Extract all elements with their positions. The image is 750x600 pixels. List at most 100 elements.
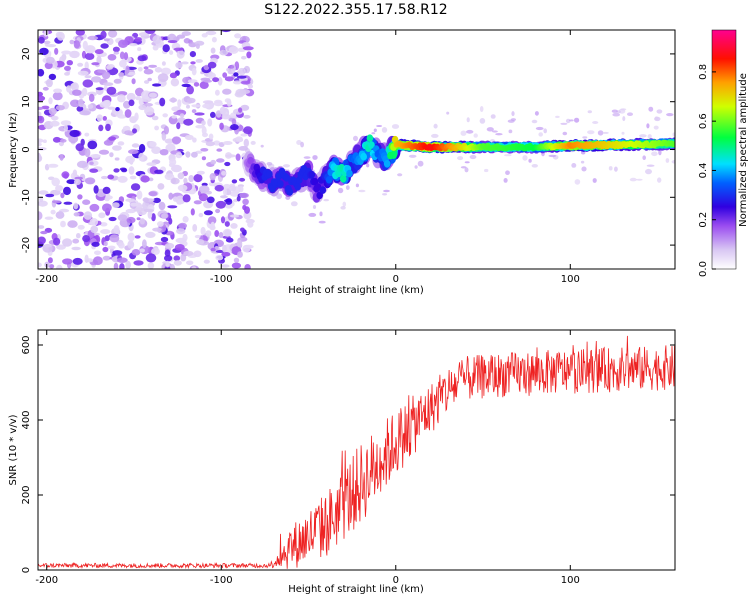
heatmap-noise-cell bbox=[185, 151, 191, 158]
heatmap-noise-cell bbox=[89, 161, 94, 165]
heatmap-noise-cell bbox=[201, 33, 208, 38]
heatmap-noise-cell bbox=[210, 159, 217, 165]
heatmap-noise-cell bbox=[167, 205, 178, 209]
heatmap-noise-cell bbox=[215, 255, 224, 261]
heatmap-noise-cell bbox=[112, 46, 120, 53]
heatmap-noise-cell bbox=[176, 200, 183, 205]
heatmap-noise-cell bbox=[119, 59, 127, 68]
heatmap-noise-cell bbox=[148, 177, 154, 182]
heatmap-noise-cell bbox=[608, 166, 613, 171]
heatmap-noise-cell bbox=[94, 250, 101, 256]
heatmap-noise-cell bbox=[82, 235, 90, 243]
heatmap-noise-cell bbox=[612, 112, 620, 117]
heatmap-noise-cell bbox=[201, 120, 206, 126]
heatmap-noise-cell bbox=[177, 184, 188, 192]
heatmap-noise-cell bbox=[164, 242, 175, 249]
heatmap-noise-cell bbox=[522, 155, 528, 161]
heatmap-noise-cell bbox=[129, 175, 137, 180]
heatmap-noise-cell bbox=[508, 129, 513, 134]
heatmap-noise-cell bbox=[102, 203, 112, 212]
heatmap-noise-cell bbox=[113, 168, 120, 173]
heatmap-noise-cell bbox=[597, 130, 604, 136]
heatmap-noise-cell bbox=[143, 68, 154, 75]
heatmap-noise-cell bbox=[102, 246, 109, 253]
heatmap-noise-cell bbox=[181, 61, 189, 65]
heatmap-noise-cell bbox=[190, 208, 195, 216]
heatmap-noise-cell bbox=[221, 170, 227, 176]
heatmap-noise-cell bbox=[260, 144, 264, 148]
heatmap-noise-cell bbox=[164, 255, 173, 262]
heatmap-noise-cell bbox=[157, 221, 164, 227]
spectrogram-y-tick-label: 0 bbox=[21, 146, 32, 152]
heatmap-noise-cell bbox=[303, 156, 311, 159]
heatmap-noise-cell bbox=[74, 176, 83, 180]
heatmap-noise-cell bbox=[43, 30, 49, 37]
heatmap-noise-cell bbox=[543, 128, 547, 134]
heatmap-noise-cell bbox=[164, 249, 171, 257]
heatmap-noise-cell bbox=[184, 134, 194, 140]
heatmap-noise-cell bbox=[152, 35, 162, 44]
heatmap-noise-cell bbox=[138, 98, 144, 106]
heatmap-noise-cell bbox=[239, 192, 249, 199]
heatmap-noise-cell bbox=[169, 72, 178, 79]
heatmap-noise-cell bbox=[186, 85, 195, 95]
heatmap-noise-cell bbox=[82, 199, 91, 205]
heatmap-noise-cell bbox=[129, 43, 138, 47]
heatmap-noise-cell bbox=[103, 99, 112, 107]
heatmap-noise-cell bbox=[207, 216, 217, 225]
heatmap-noise-cell bbox=[240, 104, 250, 111]
heatmap-noise-cell bbox=[464, 161, 470, 164]
heatmap-noise-cell bbox=[45, 193, 55, 198]
heatmap-noise-cell bbox=[130, 183, 141, 191]
heatmap-noise-cell bbox=[193, 174, 203, 183]
heatmap-noise-cell bbox=[173, 111, 182, 116]
heatmap-noise-cell bbox=[113, 262, 119, 269]
heatmap-noise-cell bbox=[484, 168, 489, 173]
heatmap-noise-cell bbox=[95, 87, 104, 91]
heatmap-noise-cell bbox=[39, 47, 49, 56]
heatmap-noise-cell bbox=[200, 148, 209, 152]
heatmap-noise-cell bbox=[51, 200, 62, 204]
heatmap-noise-cell bbox=[169, 264, 176, 269]
heatmap-noise-cell bbox=[242, 244, 251, 253]
snr-y-tick-label: 600 bbox=[21, 335, 32, 354]
heatmap-noise-cell bbox=[397, 173, 403, 177]
heatmap-noise-cell bbox=[296, 140, 302, 145]
heatmap-noise-cell bbox=[192, 137, 197, 143]
heatmap-noise-cell bbox=[457, 156, 464, 161]
heatmap-noise-cell bbox=[340, 206, 346, 210]
heatmap-noise-cell bbox=[614, 166, 618, 172]
heatmap-noise-cell bbox=[100, 43, 109, 49]
heatmap-noise-cell bbox=[69, 129, 80, 138]
colorbar-tick-label: 0.0 bbox=[698, 261, 709, 277]
heatmap-noise-cell bbox=[169, 50, 174, 55]
heatmap-noise-cell bbox=[165, 143, 176, 152]
heatmap-noise-cell bbox=[96, 114, 103, 122]
heatmap-noise-cell bbox=[250, 140, 256, 145]
heatmap-noise-cell bbox=[63, 124, 68, 132]
colorbar-tick-label: 0.8 bbox=[698, 64, 709, 80]
heatmap-noise-cell bbox=[207, 118, 213, 127]
heatmap-noise-cell bbox=[221, 252, 231, 257]
heatmap-noise-cell bbox=[656, 109, 663, 114]
heatmap-noise-cell bbox=[91, 62, 100, 66]
heatmap-noise-cell bbox=[158, 201, 166, 211]
heatmap-noise-cell bbox=[38, 153, 42, 162]
heatmap-noise-cell bbox=[60, 220, 66, 228]
heatmap-noise-cell bbox=[228, 185, 237, 192]
heatmap-noise-cell bbox=[60, 120, 72, 126]
heatmap-noise-cell bbox=[201, 182, 208, 187]
heatmap-noise-cell bbox=[84, 177, 96, 185]
heatmap-noise-cell bbox=[479, 118, 486, 124]
heatmap-noise-cell bbox=[176, 49, 185, 59]
heatmap-noise-cell bbox=[355, 183, 359, 188]
heatmap-noise-cell bbox=[138, 32, 150, 37]
heatmap-noise-cell bbox=[146, 162, 157, 167]
heatmap-noise-cell bbox=[100, 30, 107, 39]
heatmap-noise-cell bbox=[128, 149, 139, 155]
heatmap-noise-cell bbox=[671, 160, 675, 164]
heatmap-noise-cell bbox=[38, 106, 44, 111]
heatmap-noise-cell bbox=[152, 197, 161, 204]
heatmap-noise-cell bbox=[70, 83, 77, 89]
heatmap-noise-cell bbox=[126, 92, 136, 102]
